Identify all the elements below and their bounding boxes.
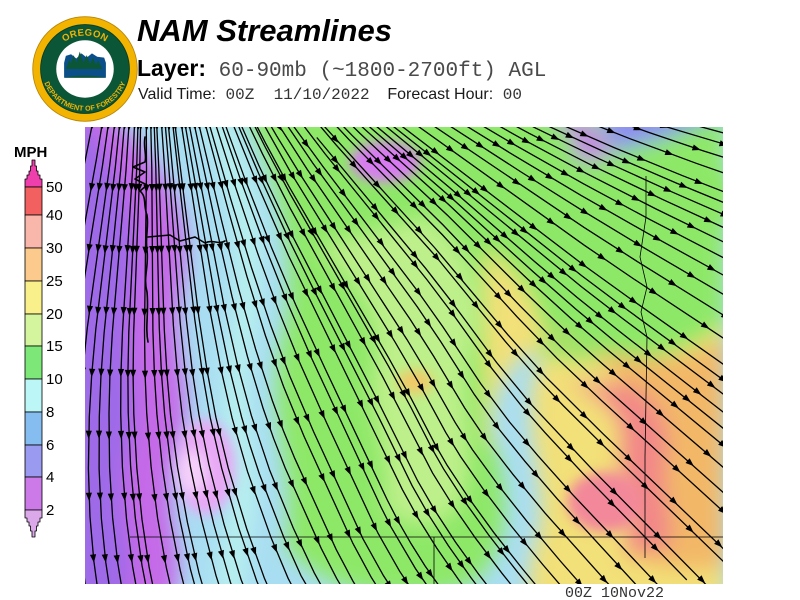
svg-text:8: 8	[46, 404, 54, 421]
svg-text:25: 25	[46, 273, 63, 290]
svg-text:50: 50	[46, 179, 63, 196]
svg-text:10: 10	[46, 371, 63, 388]
svg-text:20: 20	[46, 306, 63, 323]
svg-text:2: 2	[46, 502, 54, 519]
svg-text:15: 15	[46, 338, 63, 355]
svg-text:6: 6	[46, 437, 54, 454]
svg-text:4: 4	[46, 469, 54, 486]
svg-text:40: 40	[46, 207, 63, 224]
svg-text:30: 30	[46, 240, 63, 257]
